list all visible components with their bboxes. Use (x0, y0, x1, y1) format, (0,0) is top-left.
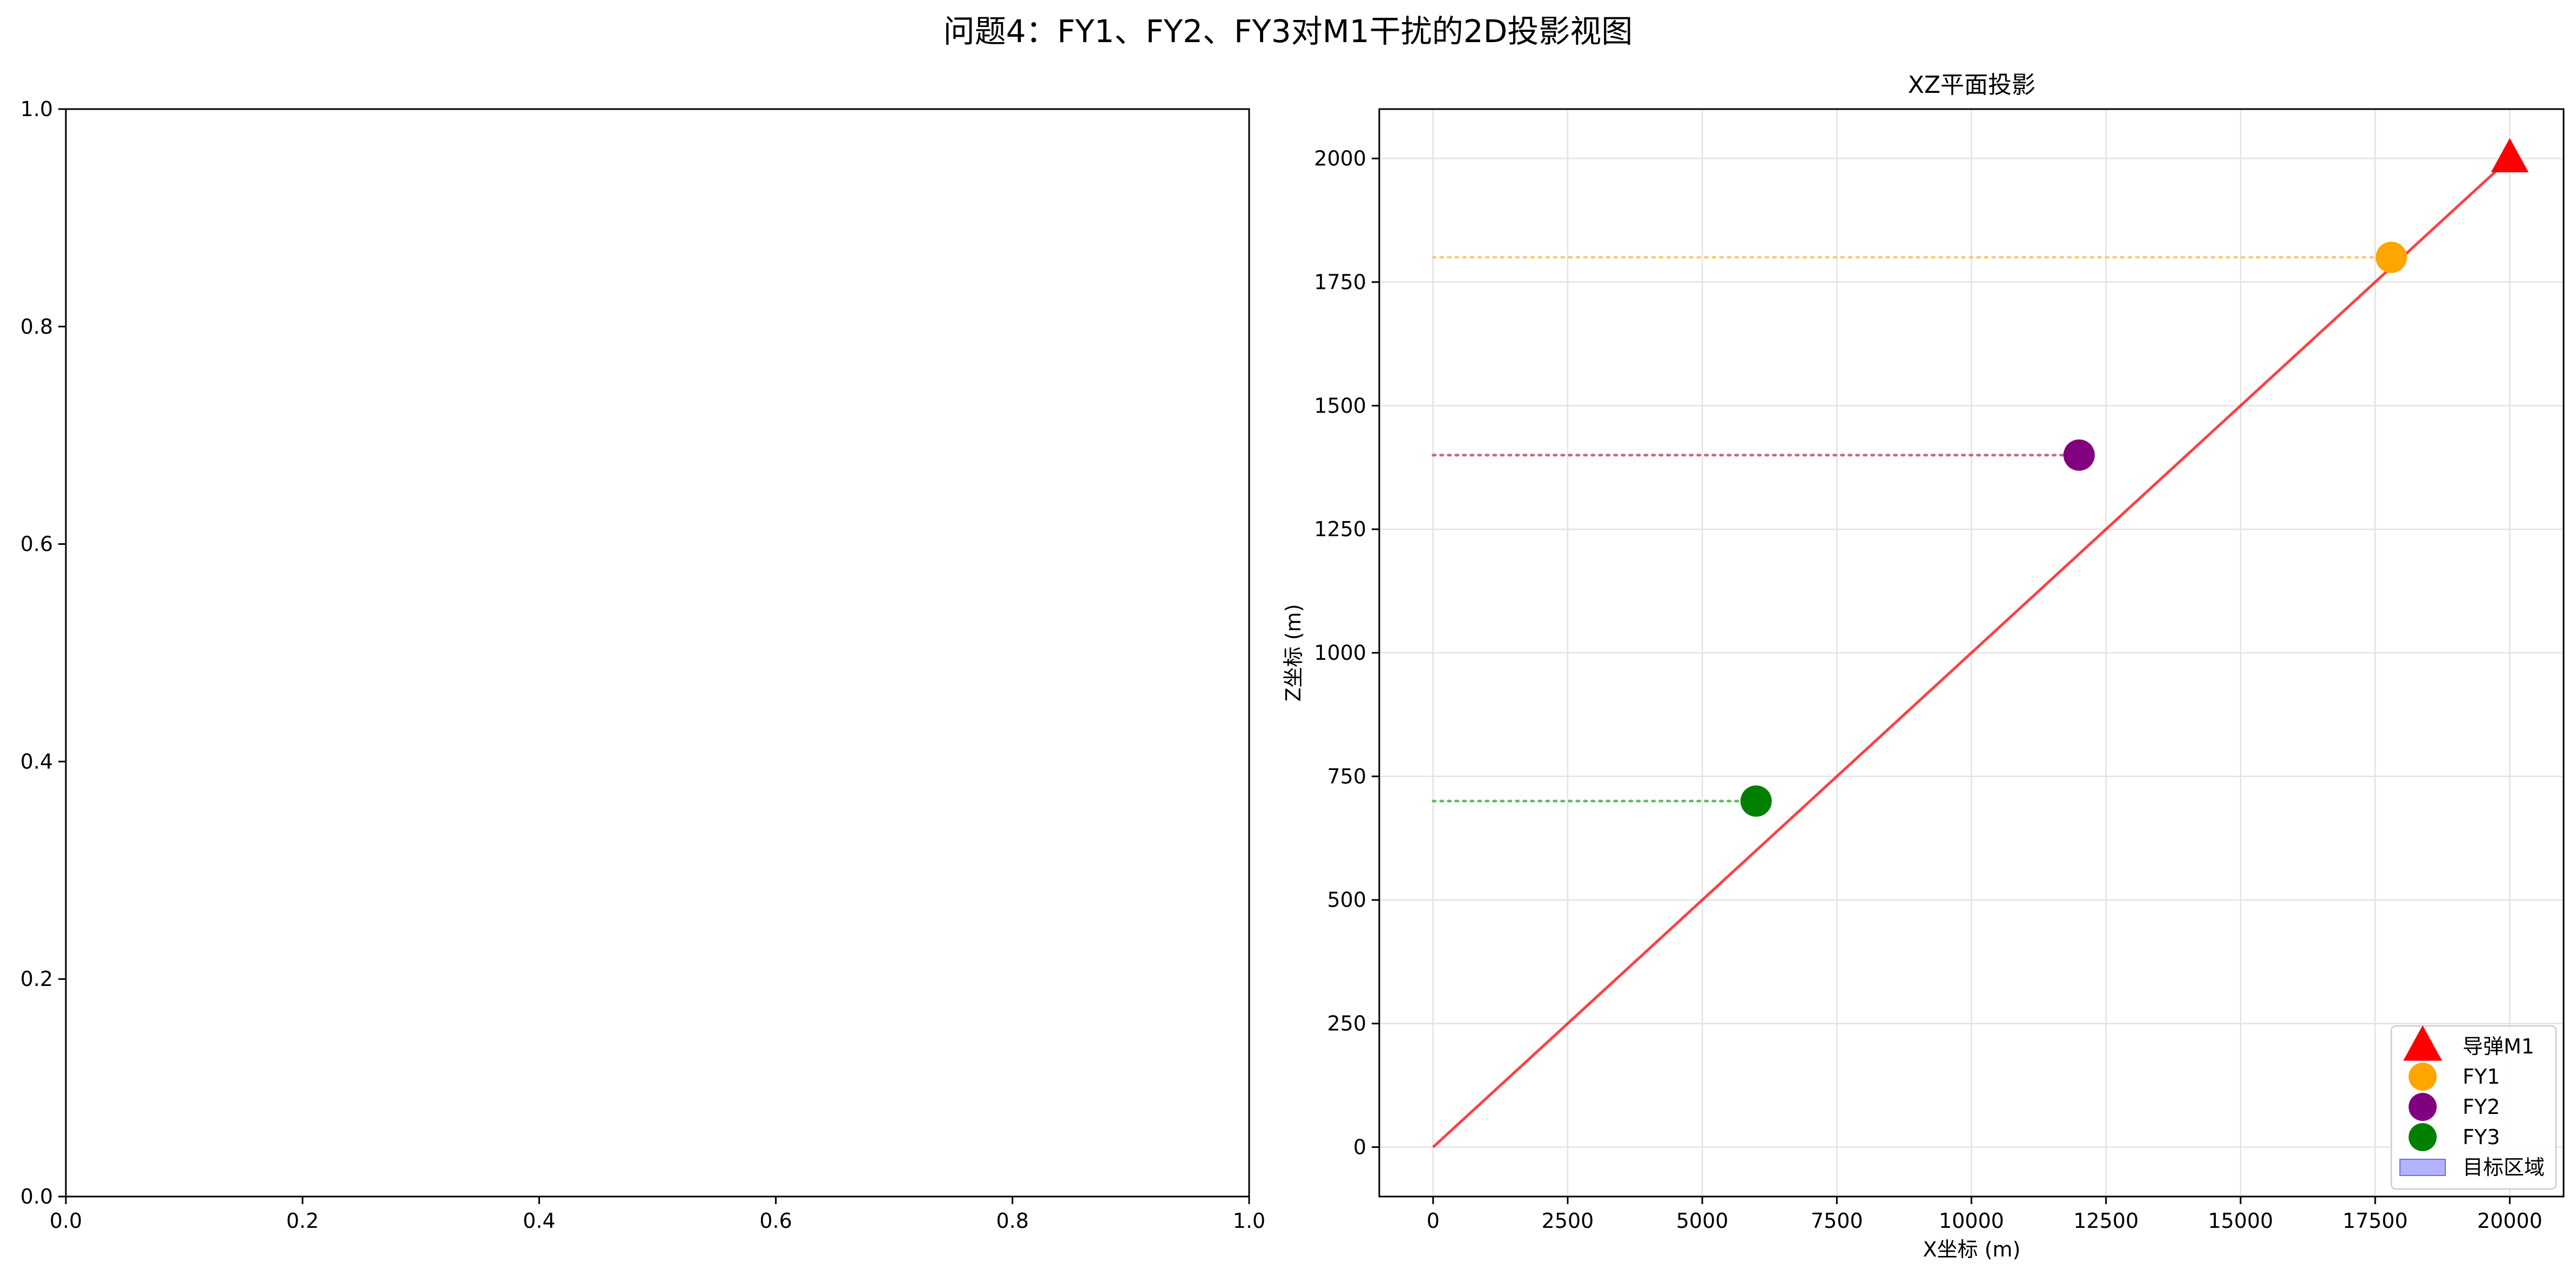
legend-marker (2409, 1093, 2437, 1121)
left-y-tick-label: 1.0 (21, 97, 53, 121)
left-x-tick-label: 1.0 (1233, 1209, 1265, 1233)
legend-label: 导弹M1 (2463, 1035, 2534, 1058)
right-grid (1379, 109, 2564, 1197)
legend-marker (2409, 1063, 2437, 1091)
right-y-tick-label: 1500 (1314, 394, 1366, 417)
left-axes: 0.0 0.2 0.4 0.6 0.8 1.0 0.0 0.2 0.4 0.6 0.8 1.0 (21, 97, 1266, 1233)
left-x-tick-label: 0.6 (759, 1209, 792, 1233)
right-points (1740, 138, 2529, 817)
legend: 导弹M1 FY1 FY2 FY3 目标区域 (2390, 1025, 2557, 1190)
legend-label: 目标区域 (2463, 1156, 2545, 1179)
legend-marker (2399, 1159, 2446, 1176)
right-y-tick-label: 0 (1353, 1135, 1366, 1159)
right-y-ticks: 0 250 500 750 1000 1250 1500 1750 2000 (1314, 147, 1379, 1159)
legend-marker (2409, 1123, 2437, 1151)
right-x-tick-label: 0 (1427, 1209, 1440, 1233)
right-x-tick-label: 10000 (1939, 1209, 2004, 1233)
figure-suptitle: 问题4：FY1、FY2、FY3对M1干扰的2D投影视图 (943, 13, 1633, 50)
point-FY2 (2063, 439, 2095, 471)
right-y-tick-label: 1750 (1314, 270, 1366, 294)
right-y-tick-label: 250 (1327, 1012, 1366, 1036)
right-x-tick-label: 20000 (2477, 1209, 2543, 1233)
right-x-axis-label: X坐标 (m) (1923, 1238, 2021, 1261)
left-y-tick-label: 0.4 (21, 749, 53, 773)
right-y-axis-label: Z坐标 (m) (1282, 604, 1305, 702)
right-lines (1432, 157, 2511, 1148)
right-y-tick-label: 1250 (1314, 517, 1366, 541)
left-x-tick-label: 0.0 (50, 1209, 82, 1233)
right-x-tick-label: 7500 (1811, 1209, 1863, 1233)
left-x-tick-label: 0.8 (996, 1209, 1029, 1233)
right-y-tick-label: 750 (1327, 765, 1366, 788)
point-导弹M1 (2491, 138, 2529, 173)
left-y-tick-label: 0.6 (21, 532, 53, 556)
legend-label: FY2 (2463, 1095, 2500, 1119)
legend-label: FY1 (2463, 1065, 2500, 1089)
left-y-tick-label: 0.0 (21, 1185, 53, 1208)
left-axes-frame (65, 108, 1250, 1198)
right-y-tick-label: 2000 (1314, 147, 1366, 171)
left-x-ticks: 0.0 0.2 0.4 0.6 0.8 1.0 (50, 1197, 1265, 1233)
right-x-tick-label: 2500 (1542, 1209, 1594, 1233)
right-axes: XZ平面投影 0 2500 5000 7500 10000 12500 15000 17500… (1282, 71, 2565, 1261)
left-y-ticks: 0.0 0.2 0.4 0.6 0.8 1.0 (21, 97, 66, 1208)
right-x-tick-label: 17500 (2343, 1209, 2408, 1233)
left-x-tick-label: 0.2 (286, 1209, 319, 1233)
right-y-tick-label: 500 (1327, 888, 1366, 912)
missile-trajectory-line (1432, 157, 2511, 1148)
left-y-tick-label: 0.2 (21, 967, 53, 991)
legend-marker (2403, 1025, 2442, 1061)
legend-label: FY3 (2463, 1125, 2500, 1149)
left-x-tick-label: 0.4 (523, 1209, 555, 1233)
point-FY1 (2376, 241, 2408, 273)
right-x-ticks: 0 2500 5000 7500 10000 12500 15000 17500 20000 (1427, 1197, 2543, 1233)
right-y-tick-label: 1000 (1314, 641, 1366, 665)
right-axes-title: XZ平面投影 (1908, 71, 2035, 99)
left-y-tick-label: 0.8 (21, 315, 53, 339)
right-x-tick-label: 12500 (2073, 1209, 2139, 1233)
right-x-tick-label: 15000 (2208, 1209, 2273, 1233)
right-x-tick-label: 5000 (1676, 1209, 1729, 1233)
point-FY3 (1740, 785, 1772, 817)
